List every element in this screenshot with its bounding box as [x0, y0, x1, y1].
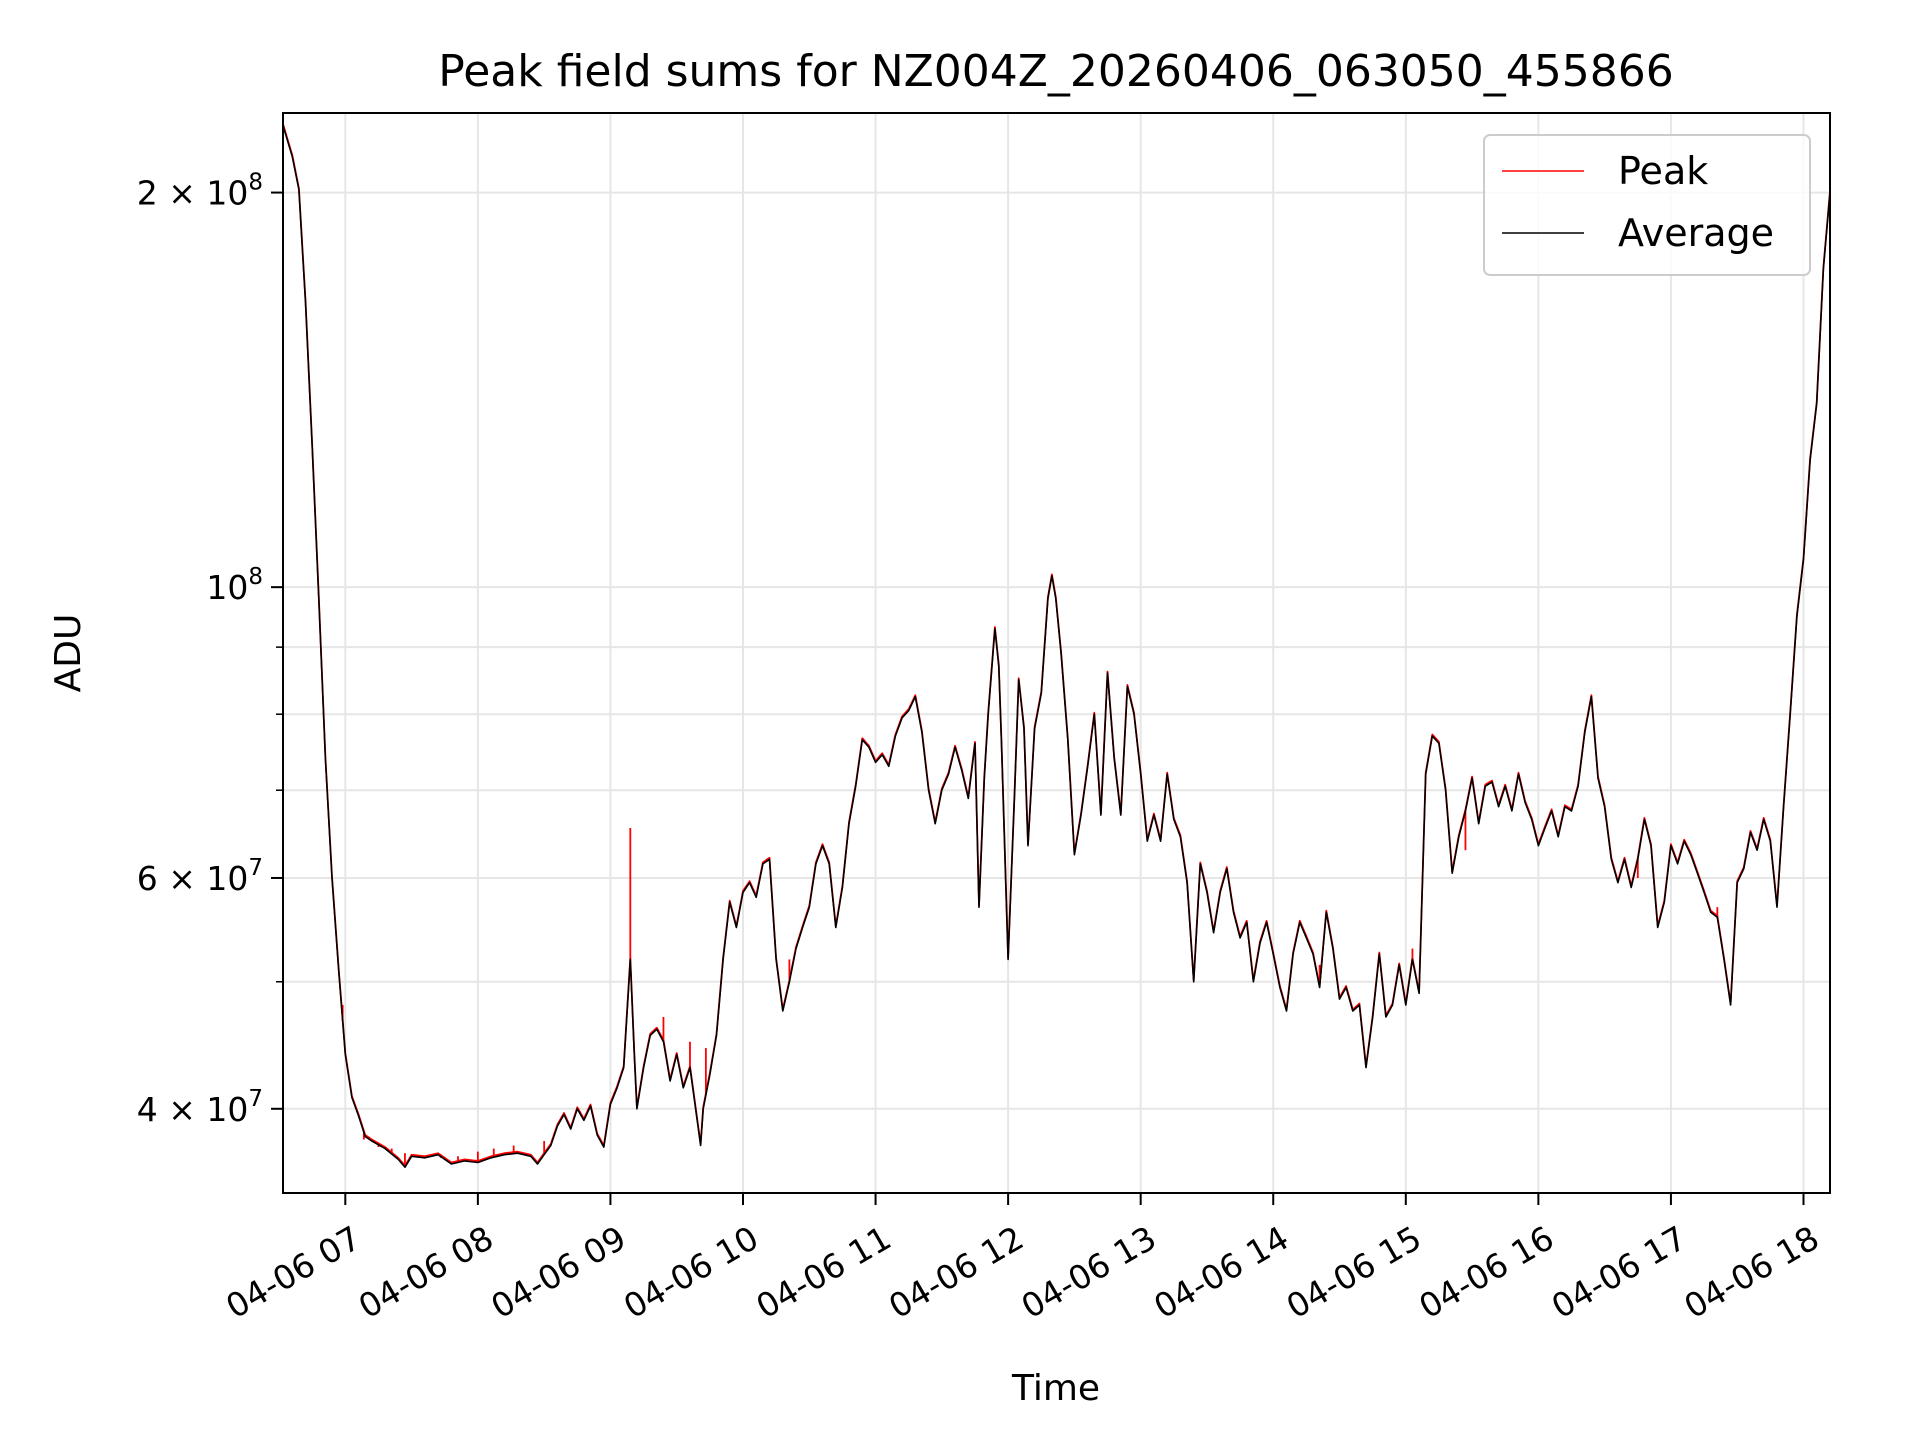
- y-axis-label: ADU: [48, 614, 89, 693]
- y-tick-label: 4 × 107: [137, 1086, 263, 1129]
- y-tick-label: 6 × 107: [137, 855, 263, 898]
- plot-area-frame: [282, 112, 1831, 1194]
- x-axis-label: Time: [1011, 1368, 1100, 1409]
- series-line-average: [282, 125, 1831, 1168]
- chart-title: Peak field sums for NZ004Z_20260406_0630…: [438, 46, 1674, 97]
- y-tick-label: 108: [206, 564, 263, 607]
- legend-label-average: Average: [1618, 211, 1774, 255]
- legend-box: [1483, 134, 1811, 276]
- legend: Peak Average: [1483, 134, 1811, 276]
- legend-label-peak: Peak: [1618, 149, 1708, 193]
- y-tick-label: 2 × 108: [137, 170, 263, 213]
- series-layer: [282, 123, 1831, 1168]
